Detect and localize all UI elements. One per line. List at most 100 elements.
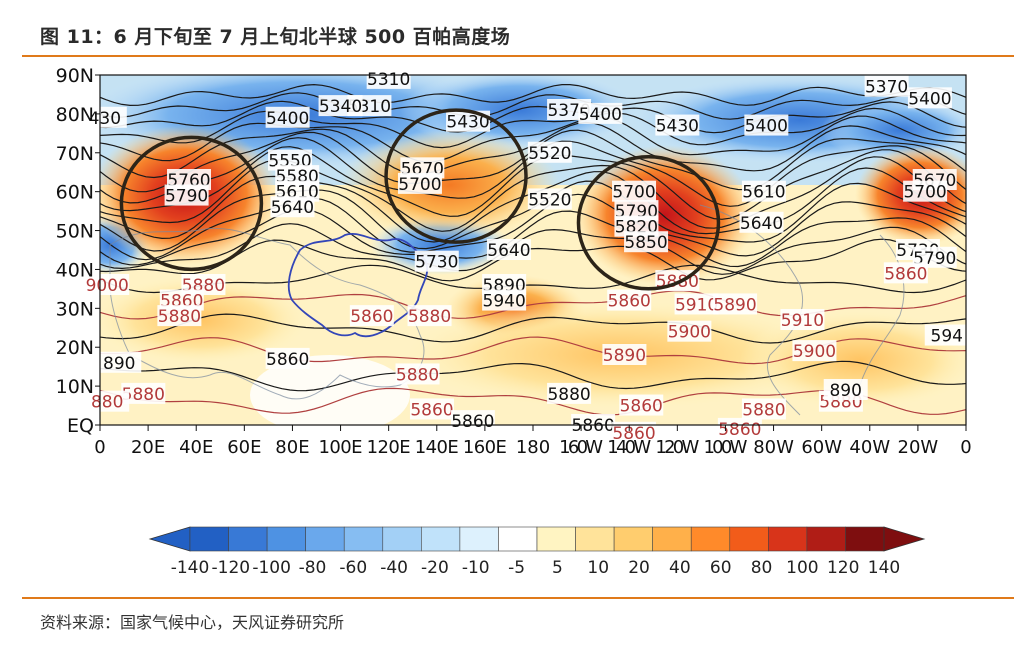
contour-value: 5400: [266, 109, 309, 129]
colorbar-swatch: [652, 526, 692, 552]
colorbar-low-arrow: [148, 526, 191, 552]
contour-label: 880: [85, 390, 130, 413]
height-contour-line: [100, 83, 966, 107]
contour-value: 5880: [122, 385, 165, 405]
longitude-tick-label: 160E: [463, 437, 507, 458]
latitude-tick-label: EQ: [67, 415, 94, 437]
colorbar-swatch: [806, 526, 846, 552]
colorbar-labels: -140 -120 -100 -80 -60 -40 -20 -10 -5 5 10 20 40 60 80…: [171, 558, 901, 578]
colorbar-tick-label: 20: [628, 558, 650, 578]
contour-label: 5700: [397, 172, 442, 195]
highlight-circles: [119, 108, 721, 291]
colorbar-tick-label: 10: [587, 558, 609, 578]
source-note: 资料来源：国家气候中心，天风证券研究所: [40, 613, 345, 632]
longitude-tick-label: 140W: [607, 437, 651, 458]
contour-value: 5640: [740, 214, 783, 234]
contour-value: 890: [103, 354, 135, 374]
longitude-tick-label: 100E: [319, 437, 363, 458]
contour-value: 5880: [408, 307, 451, 327]
colorbar-tick-label: 120: [827, 558, 859, 578]
footer-divider: [22, 597, 1014, 599]
longitude-tick-label: 160W: [559, 437, 603, 458]
contour-label: 5880: [395, 363, 440, 385]
contour-value: 5790: [165, 187, 208, 207]
colorbar-swatch: [613, 526, 653, 552]
colorbar-swatch: [498, 526, 538, 552]
colorbar-swatch: [228, 526, 268, 552]
contour-value: 5400: [745, 117, 788, 137]
height-contour-line: [100, 223, 966, 275]
height-contour-line-low: [100, 387, 966, 416]
contour-value: 5880: [158, 307, 201, 327]
contour-value: 5900: [793, 342, 836, 362]
colorbar-tick-label: -80: [299, 558, 327, 578]
colorbar-swatch: [690, 526, 731, 552]
latitude-axis: 90N 80N 70N 60N 50N 40N 30N 20N 10N EQ: [56, 65, 100, 437]
contour-value: 5940: [483, 292, 526, 312]
colorbar-swatch: [266, 526, 306, 552]
contour-value: 5400: [908, 89, 951, 109]
contour-value: 5640: [487, 241, 530, 261]
contour-label: 5610: [741, 180, 786, 203]
contour-label: 5850: [624, 231, 669, 253]
colorbar-tick-label: -100: [252, 558, 291, 578]
contour-label: 5890: [602, 344, 647, 366]
height-contour-line-low: [100, 264, 966, 294]
height-contour-line: [100, 115, 966, 163]
contour-label: 5860: [349, 305, 394, 327]
contour-value: 5880: [396, 365, 439, 385]
contour-value: 5640: [271, 198, 314, 218]
contour-label: 5700: [903, 180, 948, 203]
contour-label: 5940: [482, 289, 527, 312]
contour-label: 5430: [446, 110, 491, 133]
header-divider: [22, 55, 1014, 57]
contour-value: 5860: [572, 416, 615, 436]
colorbar-swatch: [343, 526, 384, 552]
contour-label: 5310: [366, 67, 411, 90]
latitude-tick-label: 90N: [56, 65, 94, 87]
longitude-tick-label: 20W: [898, 437, 939, 458]
contour-value: 5700: [903, 183, 946, 203]
colorbar-swatch: [575, 526, 615, 552]
contour-value: 5860: [612, 424, 655, 444]
contour-label: 5860: [607, 289, 652, 312]
height-contour-line: [100, 209, 966, 268]
colorbar-swatch: [189, 526, 229, 552]
colorbar-tick-label: -5: [508, 558, 525, 578]
longitude-tick-label: 120W: [655, 437, 699, 458]
colorbar-tick-label: -40: [380, 558, 408, 578]
contour-value: 9000: [86, 276, 129, 296]
contour-label: 5640: [486, 239, 531, 261]
contour-value: 5310: [367, 70, 410, 90]
contour-label: 5400: [744, 114, 789, 137]
longitude-tick-label: 80E: [275, 437, 309, 458]
contour-value: 5880: [742, 400, 785, 420]
contour-value: 5900: [668, 323, 711, 343]
contour-label: 5430: [655, 114, 700, 137]
contour-label: 5400: [907, 87, 952, 109]
contour-value: 5370: [865, 78, 908, 98]
highlight-circle: [576, 155, 721, 291]
contour-value: 5850: [624, 233, 667, 253]
contour-value: 5860: [620, 397, 663, 417]
contour-label: 5880: [121, 382, 166, 405]
contour-value: 5890: [603, 346, 646, 366]
contour-label: 5640: [270, 196, 315, 218]
colorbar-tick-label: 5: [552, 558, 563, 578]
contour-value: 5700: [398, 175, 441, 195]
contour-value: 5860: [608, 292, 651, 312]
contour-label: 5890: [713, 293, 758, 315]
colorbar-swatch: [729, 526, 769, 552]
height-contour-line: [100, 100, 966, 134]
contour-label: 5860: [409, 398, 454, 420]
contour-value: 5890: [713, 295, 756, 315]
latitude-tick-label: 60N: [56, 182, 94, 204]
contour-value: 5430: [656, 117, 699, 137]
colorbar-tick-label: 140: [868, 558, 900, 578]
colorbar-tick-label: -10: [462, 558, 490, 578]
colorbar-tick-label: 40: [669, 558, 691, 578]
contour-value: 5860: [451, 412, 494, 432]
contour-label: 5790: [164, 184, 209, 207]
